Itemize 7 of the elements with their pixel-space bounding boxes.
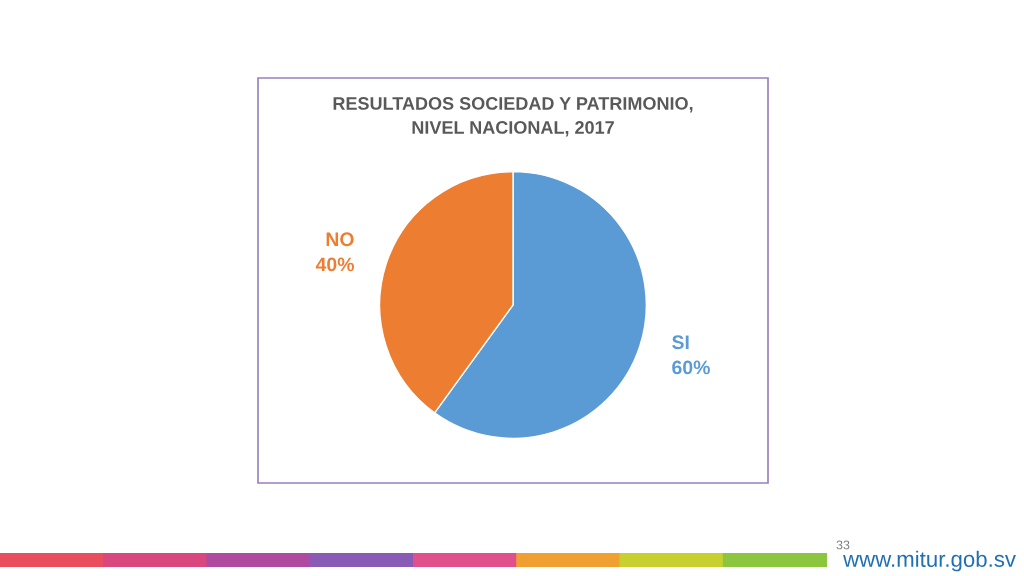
text: 33 (836, 540, 850, 550)
chart-title: RESULTADOS SOCIEDAD Y PATRIMONIO, NIVEL NACIONAL, 2017 (333, 97, 693, 137)
text: www.mitur.gob.sv (843, 550, 1016, 572)
data-label: 40% (315, 257, 354, 272)
slice-label: SI (672, 335, 689, 350)
data-label: 60% (672, 360, 710, 375)
slice-label: NO (326, 232, 354, 247)
